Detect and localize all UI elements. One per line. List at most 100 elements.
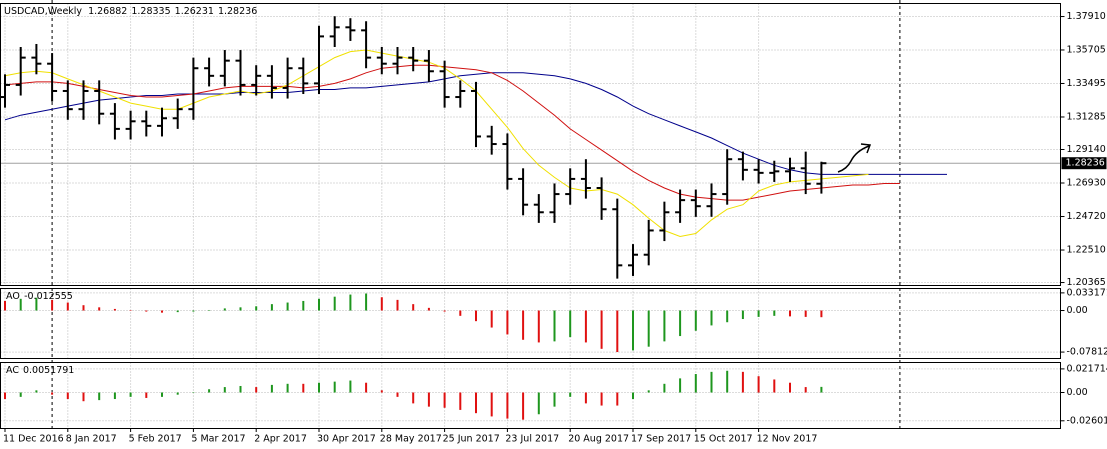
histogram-bar — [223, 387, 226, 393]
histogram-bar — [66, 392, 69, 400]
histogram-bar — [270, 304, 273, 311]
symbol: USDCAD,Weekly — [4, 6, 82, 17]
histogram-bar — [741, 371, 744, 393]
current-price-box — [1061, 157, 1107, 170]
histogram-bar — [443, 310, 446, 312]
histogram-bar — [584, 392, 587, 404]
histogram-bar — [804, 310, 807, 317]
low-value: 1.26231 — [175, 6, 214, 17]
histogram-bar — [427, 307, 430, 311]
indicator-name: AC — [6, 365, 19, 376]
histogram-bar — [773, 379, 776, 393]
histogram-bar — [51, 299, 54, 311]
histogram-bar — [129, 392, 132, 397]
ac-title: AC 0.0051791 — [6, 365, 74, 376]
histogram-bar — [757, 310, 760, 317]
histogram-bar — [380, 297, 383, 311]
y-tick-label: 1.33495 — [1067, 78, 1106, 89]
histogram-bar — [569, 310, 572, 338]
y-tick-label: 1.37910 — [1067, 11, 1106, 22]
histogram-bar — [427, 392, 430, 407]
close-value: 1.28236 — [218, 6, 257, 17]
histogram-bar — [302, 383, 305, 393]
ao-title: AO -0.012555 — [6, 291, 73, 302]
y-tick-label: 1.35705 — [1067, 44, 1106, 55]
histogram-bar — [412, 304, 415, 311]
histogram-bar — [145, 392, 148, 398]
histogram-bar — [757, 376, 760, 393]
histogram-bar — [223, 308, 226, 311]
histogram-bar — [318, 298, 320, 311]
histogram-bar — [820, 310, 823, 318]
y-tick-label: -0.07812 — [1067, 347, 1107, 358]
histogram-bar — [161, 310, 163, 313]
histogram-bar — [522, 310, 525, 340]
histogram-bar — [380, 390, 383, 393]
histogram-bar — [255, 306, 258, 311]
histogram-bar — [710, 310, 713, 326]
histogram-bar — [522, 392, 525, 420]
histogram-bar — [616, 392, 619, 406]
histogram-bar — [66, 302, 69, 311]
histogram-bar — [726, 370, 729, 393]
x-tick-label: 25 Jun 2017 — [443, 434, 500, 445]
histogram-bar — [475, 392, 477, 414]
histogram-bar — [726, 310, 729, 323]
y-tick-label: 1.29140 — [1067, 144, 1106, 155]
histogram-bar — [506, 392, 509, 419]
histogram-bar — [176, 392, 179, 395]
histogram-bar — [286, 302, 289, 311]
histogram-bar — [19, 392, 22, 397]
histogram-bar — [98, 307, 101, 311]
histogram-bar — [553, 392, 556, 407]
histogram-bar — [192, 310, 195, 312]
histogram-bar — [490, 392, 493, 417]
current-price-label: 1.28236 — [1066, 158, 1105, 169]
histogram-bar — [632, 310, 634, 351]
x-tick-label: 20 Aug 2017 — [568, 434, 629, 445]
y-tick-label: 0.021714 — [1067, 363, 1107, 374]
histogram-bar — [145, 310, 148, 312]
histogram-bar — [694, 374, 697, 393]
histogram-bar — [365, 293, 368, 311]
histogram-bar — [302, 300, 305, 311]
histogram-bar — [208, 309, 211, 311]
histogram-bar — [239, 307, 242, 311]
x-tick-label: 15 Oct 2017 — [694, 434, 753, 445]
histogram-bar — [647, 310, 650, 347]
y-tick-label: 1.20365 — [1067, 277, 1106, 288]
histogram-bar — [679, 378, 682, 393]
moving-average-line — [4, 49, 869, 238]
open-value: 1.26882 — [88, 6, 127, 17]
histogram-bar — [710, 371, 713, 393]
histogram-bar — [694, 310, 697, 331]
histogram-bar — [82, 305, 85, 311]
moving-average-line — [4, 64, 900, 201]
y-tick-label: 0.00 — [1067, 305, 1088, 316]
histogram-bar — [459, 310, 462, 316]
histogram-bar — [192, 392, 195, 394]
histogram-bar — [129, 309, 132, 311]
y-tick-label: 1.26930 — [1067, 178, 1106, 189]
panel-frame — [0, 288, 1061, 359]
histogram-bar — [349, 294, 352, 311]
x-tick-label: 5 Mar 2017 — [191, 434, 245, 445]
histogram-bar — [490, 310, 493, 328]
histogram-bar — [569, 392, 572, 397]
panel-frame — [0, 3, 1061, 286]
histogram-bar — [412, 392, 415, 404]
histogram-bar — [176, 310, 179, 313]
histogram-bar — [35, 297, 38, 311]
x-tick-label: 12 Nov 2017 — [757, 434, 818, 445]
y-tick-label: -0.026015 — [1067, 415, 1107, 426]
y-tick-label: 1.31285 — [1067, 111, 1106, 122]
histogram-bar — [255, 387, 258, 393]
plot-layer — [0, 0, 1065, 432]
indicator-value: -0.012555 — [24, 291, 73, 302]
x-tick-label: 2 Apr 2017 — [254, 434, 307, 445]
histogram-bar — [600, 392, 603, 406]
histogram-bar — [443, 392, 446, 408]
histogram-bar — [349, 380, 352, 393]
